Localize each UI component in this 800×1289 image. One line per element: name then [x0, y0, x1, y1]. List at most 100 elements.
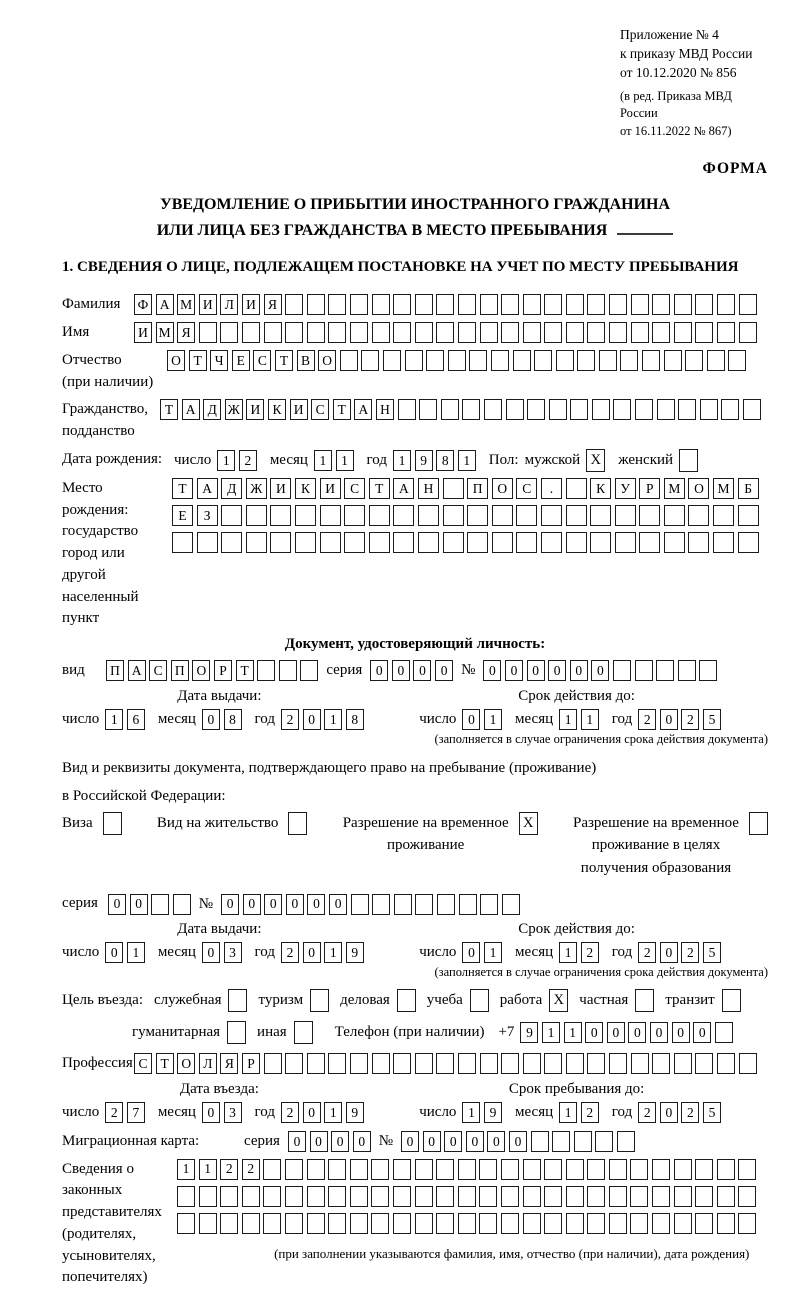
char-cell[interactable] [479, 294, 498, 316]
char-cell[interactable] [442, 504, 464, 526]
char-cell[interactable]: 2 [105, 1101, 124, 1123]
char-cell[interactable]: 0 [302, 942, 321, 964]
char-cell[interactable] [306, 1053, 325, 1075]
char-cell[interactable] [717, 294, 736, 316]
char-cell[interactable]: 1 [324, 708, 343, 730]
char-cell[interactable] [442, 477, 464, 499]
char-cell[interactable]: О [491, 477, 513, 499]
char-cell[interactable]: 0 [221, 893, 240, 915]
char-cell[interactable]: 2 [281, 942, 299, 964]
char-cell[interactable] [177, 1185, 195, 1207]
char-cell[interactable] [695, 322, 714, 344]
char-cell[interactable] [344, 531, 366, 553]
char-cell[interactable] [480, 893, 499, 915]
char-cell[interactable] [695, 294, 714, 316]
char-cell[interactable] [688, 504, 710, 526]
char-cell[interactable]: 1 [105, 708, 124, 730]
char-cell[interactable] [300, 660, 319, 682]
char-cell[interactable]: 0 [105, 942, 124, 964]
char-cell[interactable]: 0 [422, 1131, 441, 1153]
char-cell[interactable] [673, 1185, 692, 1207]
char-cell[interactable] [220, 1185, 239, 1207]
char-cell[interactable]: С [149, 660, 168, 682]
char-cell[interactable] [397, 399, 416, 421]
char-cell[interactable] [695, 1053, 714, 1075]
char-cell[interactable]: 1 [559, 942, 578, 964]
char-cell[interactable] [349, 294, 368, 316]
char-cell[interactable] [652, 294, 671, 316]
char-cell[interactable] [716, 1158, 735, 1180]
char-cell[interactable] [285, 294, 304, 316]
char-cell[interactable] [436, 1053, 455, 1075]
char-cell[interactable]: 2 [238, 449, 257, 471]
char-cell[interactable]: О [192, 660, 211, 682]
char-cell[interactable] [350, 893, 369, 915]
char-cell[interactable]: 0 [435, 660, 454, 682]
char-cell[interactable] [371, 322, 390, 344]
char-cell[interactable]: 1 [484, 942, 503, 964]
char-cell[interactable] [738, 1185, 757, 1207]
char-cell[interactable]: Б [737, 477, 759, 499]
char-cell[interactable] [457, 294, 476, 316]
char-cell[interactable] [738, 1053, 757, 1075]
char-cell[interactable] [436, 322, 455, 344]
purpose-official-checkbox[interactable] [228, 989, 248, 1013]
char-cell[interactable]: 2 [281, 1101, 299, 1123]
char-cell[interactable] [319, 531, 341, 553]
char-cell[interactable] [598, 349, 617, 371]
char-cell[interactable] [630, 1158, 649, 1180]
char-cell[interactable]: С [344, 477, 366, 499]
char-cell[interactable] [673, 1212, 692, 1234]
char-cell[interactable] [263, 1053, 282, 1075]
char-cell[interactable]: Т [368, 477, 390, 499]
char-cell[interactable] [699, 399, 718, 421]
char-cell[interactable] [663, 504, 685, 526]
char-cell[interactable]: 0 [591, 660, 610, 682]
char-cell[interactable] [372, 893, 391, 915]
char-cell[interactable]: 1 [484, 708, 503, 730]
char-cell[interactable]: 1 [559, 1101, 578, 1123]
char-cell[interactable]: Е [172, 504, 193, 526]
residence-permit-checkbox[interactable] [288, 811, 308, 835]
char-cell[interactable] [639, 504, 661, 526]
char-cell[interactable] [565, 477, 587, 499]
char-cell[interactable]: 0 [307, 893, 326, 915]
char-cell[interactable]: 2 [681, 942, 700, 964]
char-cell[interactable]: 0 [444, 1131, 463, 1153]
char-cell[interactable] [306, 1185, 325, 1207]
char-cell[interactable]: О [167, 349, 185, 371]
char-cell[interactable]: К [267, 399, 286, 421]
char-cell[interactable] [534, 349, 553, 371]
char-cell[interactable] [663, 531, 685, 553]
char-cell[interactable]: 0 [693, 1022, 712, 1044]
char-cell[interactable]: О [688, 477, 710, 499]
char-cell[interactable] [392, 1212, 411, 1234]
char-cell[interactable] [544, 1185, 563, 1207]
char-cell[interactable]: 1 [542, 1022, 561, 1044]
char-cell[interactable]: 0 [504, 660, 523, 682]
purpose-other-checkbox[interactable] [293, 1021, 313, 1045]
char-cell[interactable] [177, 1212, 195, 1234]
char-cell[interactable] [151, 893, 170, 915]
char-cell[interactable]: 0 [659, 942, 678, 964]
char-cell[interactable] [196, 531, 218, 553]
char-cell[interactable] [198, 322, 217, 344]
char-cell[interactable] [479, 1158, 498, 1180]
char-cell[interactable] [544, 322, 563, 344]
char-cell[interactable] [587, 1053, 606, 1075]
char-cell[interactable]: К [590, 477, 612, 499]
char-cell[interactable] [285, 1053, 304, 1075]
char-cell[interactable] [371, 1185, 390, 1207]
